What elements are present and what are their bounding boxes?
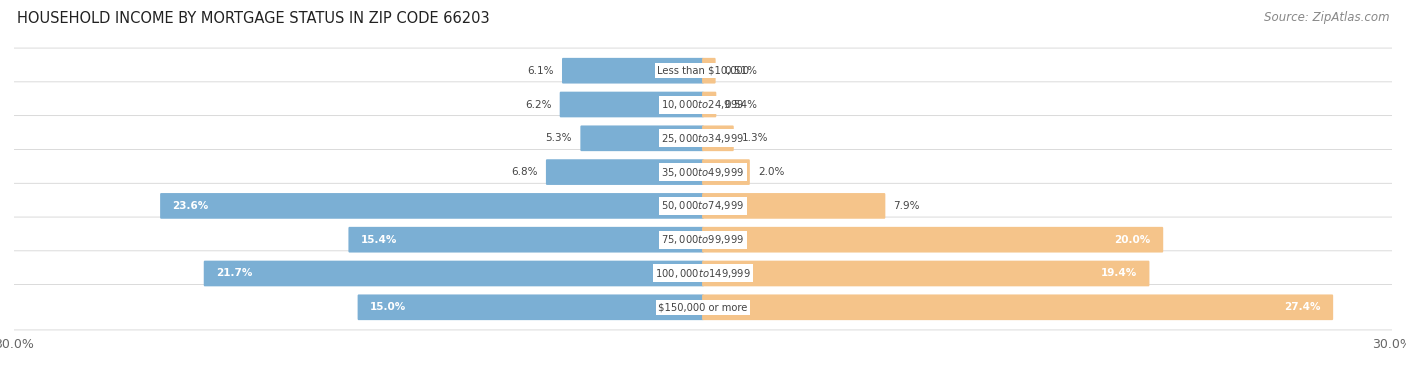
FancyBboxPatch shape (6, 48, 1400, 93)
Text: 6.8%: 6.8% (512, 167, 537, 177)
FancyBboxPatch shape (6, 149, 1400, 195)
Text: HOUSEHOLD INCOME BY MORTGAGE STATUS IN ZIP CODE 66203: HOUSEHOLD INCOME BY MORTGAGE STATUS IN Z… (17, 11, 489, 26)
FancyBboxPatch shape (6, 116, 1400, 161)
FancyBboxPatch shape (560, 91, 704, 117)
Text: 27.4%: 27.4% (1284, 302, 1320, 312)
FancyBboxPatch shape (6, 217, 1400, 262)
Text: $75,000 to $99,999: $75,000 to $99,999 (661, 233, 745, 246)
Text: Less than $10,000: Less than $10,000 (657, 66, 749, 76)
Text: 23.6%: 23.6% (173, 201, 208, 211)
Text: 7.9%: 7.9% (894, 201, 920, 211)
FancyBboxPatch shape (702, 227, 1163, 253)
Text: 20.0%: 20.0% (1115, 235, 1152, 245)
Text: $10,000 to $24,999: $10,000 to $24,999 (661, 98, 745, 111)
FancyBboxPatch shape (702, 125, 734, 151)
Text: 2.0%: 2.0% (758, 167, 785, 177)
FancyBboxPatch shape (702, 91, 716, 117)
Text: 5.3%: 5.3% (546, 133, 572, 143)
FancyBboxPatch shape (349, 227, 704, 253)
Text: 19.4%: 19.4% (1101, 268, 1137, 279)
FancyBboxPatch shape (6, 82, 1400, 127)
FancyBboxPatch shape (702, 159, 749, 185)
FancyBboxPatch shape (204, 261, 704, 287)
Text: $150,000 or more: $150,000 or more (658, 302, 748, 312)
FancyBboxPatch shape (546, 159, 704, 185)
FancyBboxPatch shape (6, 285, 1400, 330)
Text: Source: ZipAtlas.com: Source: ZipAtlas.com (1264, 11, 1389, 24)
Text: $50,000 to $74,999: $50,000 to $74,999 (661, 200, 745, 212)
Text: 15.0%: 15.0% (370, 302, 406, 312)
FancyBboxPatch shape (357, 294, 704, 320)
Text: 6.2%: 6.2% (524, 99, 551, 110)
FancyBboxPatch shape (702, 294, 1333, 320)
Text: 21.7%: 21.7% (217, 268, 253, 279)
FancyBboxPatch shape (702, 58, 716, 84)
Text: $100,000 to $149,999: $100,000 to $149,999 (655, 267, 751, 280)
FancyBboxPatch shape (6, 251, 1400, 296)
FancyBboxPatch shape (702, 193, 886, 219)
Text: 0.51%: 0.51% (724, 66, 756, 76)
FancyBboxPatch shape (581, 125, 704, 151)
Text: 1.3%: 1.3% (742, 133, 769, 143)
FancyBboxPatch shape (702, 261, 1150, 287)
FancyBboxPatch shape (6, 183, 1400, 229)
Text: 15.4%: 15.4% (361, 235, 398, 245)
Text: 6.1%: 6.1% (527, 66, 554, 76)
FancyBboxPatch shape (160, 193, 704, 219)
Text: $25,000 to $34,999: $25,000 to $34,999 (661, 132, 745, 145)
Text: $35,000 to $49,999: $35,000 to $49,999 (661, 166, 745, 178)
Text: 0.54%: 0.54% (724, 99, 758, 110)
FancyBboxPatch shape (562, 58, 704, 84)
